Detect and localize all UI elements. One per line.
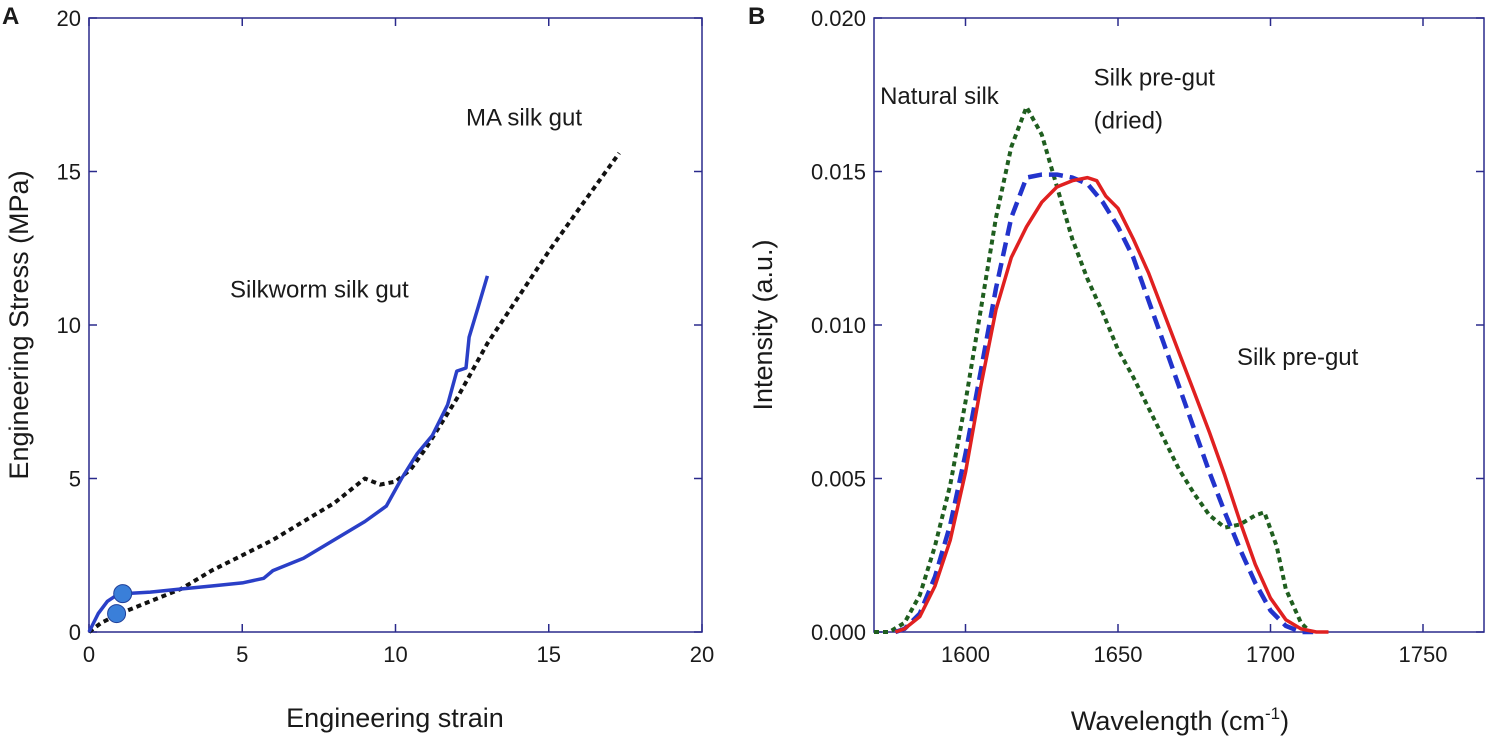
panel-b-y-tick-label: 0.015: [811, 160, 866, 185]
panel-a-y-tick-label: 20: [57, 6, 81, 31]
panel-a-annotation: MA silk gut: [466, 104, 582, 131]
panel-b-series: [874, 105, 1329, 635]
panel-b-plot-frame: [873, 17, 1485, 633]
panel-a-y-tick-label: 10: [57, 313, 81, 338]
panel-a-markers: [107, 584, 133, 624]
panel-b-y-axis-label: Intensity (a.u.): [748, 239, 778, 410]
panel-b-y-tick-label: 0.010: [811, 313, 866, 338]
panel-a-x-tick-label: 10: [383, 642, 407, 667]
panel-b-x-tick-label: 1600: [941, 642, 990, 667]
panel-b-series-silk-pre-gut-dried: [894, 172, 1314, 635]
panel-b-y-tick-label: 0.020: [811, 6, 866, 31]
panel-a-series-ma-silk-gut: [87, 151, 621, 634]
panel-b-annotation: (dried): [1094, 108, 1163, 135]
panel-a-x-tick-label: 20: [690, 642, 714, 667]
panel-a: A 0 5 10 15 20 0 5 10 15 20 MA silk gut Silkworm s…: [2, 3, 714, 733]
panel-b-x-axis-label-end: ): [1280, 706, 1289, 736]
panel-b-annotations: Natural silk Silk pre-gut (dried) Silk pre-…: [880, 65, 1359, 371]
panel-a-x-axis-label: Engineering strain: [286, 703, 504, 733]
panel-b-x-tick-label: 1700: [1246, 642, 1295, 667]
panel-a-y-axis-label: Engineering Stress (MPa): [4, 170, 34, 479]
panel-a-ticks: 0 5 10 15 20 0 5 10 15 20: [57, 6, 715, 667]
panel-a-x-tick-label: 5: [236, 642, 248, 667]
panel-a-annotations: MA silk gut Silkworm silk gut: [230, 104, 582, 303]
panel-b-x-axis-label-superscript: -1: [1265, 704, 1280, 723]
panel-b-annotation: Silk pre-gut: [1094, 65, 1216, 92]
panel-a-series: [87, 151, 621, 634]
panel-a-letter: A: [2, 3, 19, 30]
panel-b-y-tick-label: 0.000: [811, 620, 866, 645]
panel-a-series-silkworm-silk-gut: [87, 275, 490, 633]
panel-b: B 1600 1650 1700 1750 0.000 0.005 0.010 0.015 0.…: [748, 3, 1485, 736]
panel-a-annotation: Silkworm silk gut: [230, 276, 409, 303]
panel-b-letter: B: [748, 3, 765, 30]
panel-b-x-tick-label: 1750: [1399, 642, 1448, 667]
panel-a-x-tick-label: 15: [537, 642, 561, 667]
panel-b-ticks: 1600 1650 1700 1750 0.000 0.005 0.010 0.015 0.02…: [811, 6, 1484, 667]
panel-b-series-natural-silk: [874, 105, 1312, 634]
panel-a-y-tick-label: 5: [69, 467, 81, 492]
panel-b-annotation: Silk pre-gut: [1237, 344, 1359, 371]
panel-b-series-silk-pre-gut: [894, 175, 1329, 634]
panel-b-x-axis-label-main: Wavelength (cm: [1071, 706, 1265, 736]
panel-b-y-tick-label: 0.005: [811, 467, 866, 492]
panel-a-plot-frame: [88, 17, 703, 633]
panel-a-y-tick-label: 15: [57, 160, 81, 185]
panel-b-x-tick-label: 1650: [1094, 642, 1143, 667]
panel-a-x-tick-label: 0: [83, 642, 95, 667]
panel-a-marker: [107, 604, 127, 624]
panel-a-marker: [113, 584, 133, 604]
panel-b-x-axis-label: Wavelength (cm-1): [1071, 704, 1289, 736]
panel-a-y-tick-label: 0: [69, 620, 81, 645]
panel-b-annotation: Natural silk: [880, 83, 1000, 110]
